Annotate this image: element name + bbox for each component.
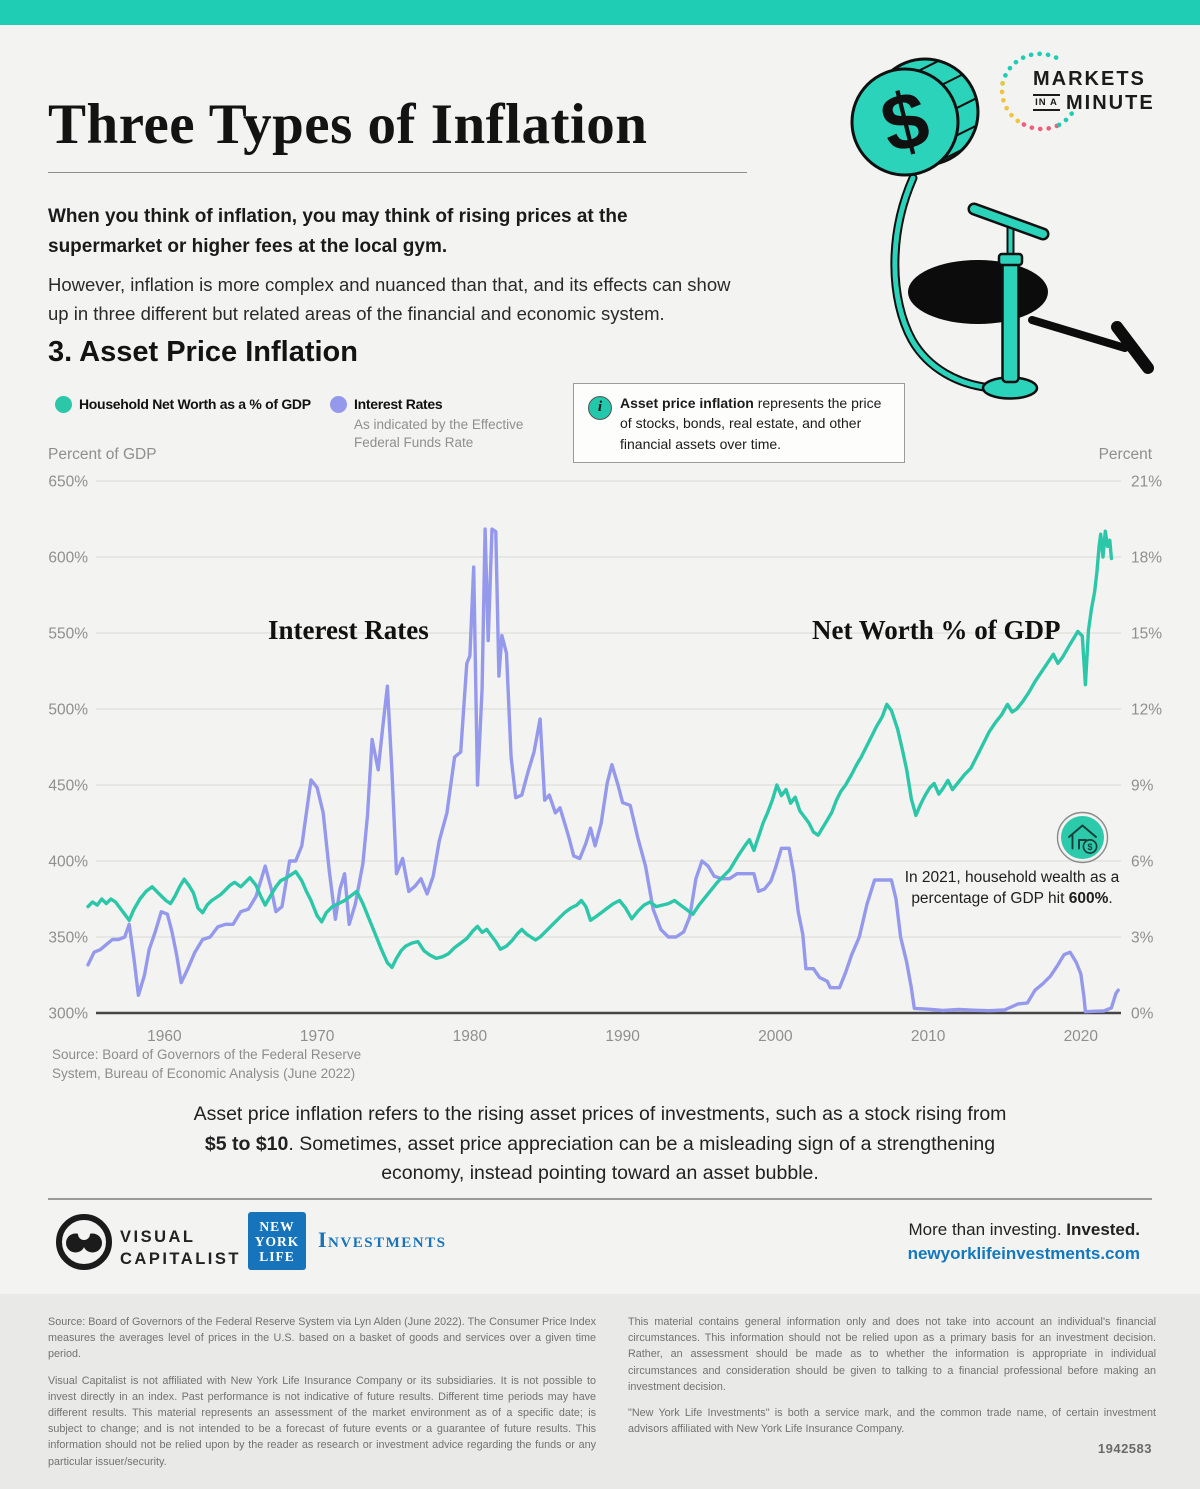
info-box: i Asset price inflation represents the p… [573,383,910,468]
series-label-interest-rates: Interest Rates [268,615,429,645]
chart-svg: 650% 600% 550% 500% 450% 400% 350% 300% 21% 18% 15… [48,474,1162,1046]
intro-bold-text: When you think of inflation, you may thi… [48,206,628,258]
markets-in-a-minute-logo: MARKETS IN A MINUTE [999,40,1165,145]
right-axis-tick: 3% [1131,930,1154,947]
fineprint-right-p1: This material contains general informati… [628,1316,1156,1393]
nyl-line1: NEW [259,1219,295,1234]
fineprint-left-p1: Source: Board of Governors of the Federa… [48,1316,596,1361]
right-axis-tick: 12% [1131,702,1162,719]
left-axis-tick: 500% [48,702,88,719]
vc-line1: VISUAL [120,1228,196,1246]
right-axis-tick: 6% [1131,854,1154,871]
callout-post: . [1108,889,1113,907]
series-label-net-worth: Net Worth % of GDP [812,615,1061,645]
fineprint-left-p2: Visual Capitalist is not affiliated with… [48,1374,596,1468]
svg-text:$: $ [1087,842,1092,852]
visual-capitalist-logo-icon [56,1214,112,1270]
left-axis-tick: 600% [48,550,88,567]
nyl-website-link[interactable]: newyorklifeinvestments.com [907,1244,1140,1263]
fineprint-right-p2: "New York Life Investments" is both a se… [628,1406,1156,1436]
top-accent-bar [0,0,1200,25]
series-line-interest-rates [86,527,1120,1014]
nyl-investments-wordmark: Investments [318,1227,447,1252]
info-icon: i [588,396,612,420]
logo-text-in-a: IN A [1033,94,1060,111]
x-axis-tick: 2010 [911,1028,946,1045]
nyl-line2: YORK [254,1233,300,1249]
title-divider [48,172,747,173]
series-line-net-worth [86,529,1114,970]
page-title: Three Types of Inflation [48,93,648,156]
body-post: . Sometimes, asset price appreciation ca… [288,1132,996,1185]
new-york-life-logo: NEW YORK LIFE [248,1212,306,1270]
vc-line2: CAPITALIST [120,1250,241,1269]
body-pre: Asset price inflation refers to the risi… [193,1103,1007,1125]
x-axis-tick: 1970 [300,1028,335,1045]
body-paragraph: Asset price inflation refers to the risi… [190,1100,1010,1189]
intro-text: However, inflation is more complex and n… [48,274,731,324]
info-box-rest: represents the price of stocks, bonds, r… [620,395,882,452]
callout-bold: 600% [1068,889,1109,907]
legend-sublabel-interest-rates: As indicated by the Effective Federal Fu… [354,417,524,450]
callout-pre: In 2021, household wealth as a percentag… [904,869,1120,907]
logo-text-minute: MINUTE [1066,92,1155,114]
left-axis-caption: Percent of GDP [48,446,157,463]
visual-capitalist-wordmark: VISUAL CAPITALIST [120,1226,241,1271]
nyl-line3: LIFE [259,1248,295,1264]
left-axis-tick: 450% [48,778,88,795]
info-box-text: Asset price inflation represents the pri… [620,393,896,454]
left-axis-tick: 550% [48,626,88,643]
section-heading: 3. Asset Price Inflation [48,336,358,368]
tagline-bold: Invested. [1066,1220,1140,1239]
coin-pump-illustration-icon: $ [850,57,1154,400]
chart-source-note: Source: Board of Governors of the Federa… [52,1047,362,1081]
material-id-code: 1942583 [1097,1441,1152,1456]
left-axis-tick: 350% [48,930,88,947]
right-axis-caption: Percent [1098,446,1152,463]
fineprint-right-column: This material contains general informati… [628,1314,1156,1447]
right-axis-tick: 18% [1131,550,1162,567]
logo-text-markets: MARKETS [1033,68,1146,90]
body-bold: $5 to $10 [204,1132,289,1155]
x-axis-tick: 1960 [147,1028,182,1045]
right-axis-tick: 21% [1131,474,1162,491]
x-axis-tick: 2000 [758,1028,793,1045]
footer-divider [48,1198,1152,1200]
legend-dot-net-worth [55,396,72,413]
x-axis-tick: 1980 [453,1028,488,1045]
left-axis-tick: 400% [48,854,88,871]
legend-dot-interest-rates [330,396,347,413]
house-wealth-icon: $ [1056,811,1109,864]
left-axis-tick: 300% [48,1006,88,1023]
legend-label-net-worth: Household Net Worth as a % of GDP [79,396,311,412]
info-box-lead: Asset price inflation [620,395,754,411]
dotted-circle-icon [999,51,1076,132]
x-axis-tick: 1990 [605,1028,640,1045]
fineprint-background [0,1294,1200,1489]
right-axis-tick: 0% [1131,1006,1154,1023]
right-axis-tick: 15% [1131,626,1162,643]
left-axis-tick: 650% [48,474,88,491]
tagline: More than investing. Invested. [760,1220,1140,1240]
tagline-pre: More than investing. [908,1220,1067,1239]
right-axis-tick: 9% [1131,778,1154,795]
legend-label-interest-rates: Interest Rates [354,396,443,412]
callout-2021-wealth: In 2021, household wealth as a percentag… [896,868,1128,910]
x-axis-tick: 2020 [1064,1028,1099,1045]
fineprint-left-column: Source: Board of Governors of the Federa… [48,1314,596,1480]
